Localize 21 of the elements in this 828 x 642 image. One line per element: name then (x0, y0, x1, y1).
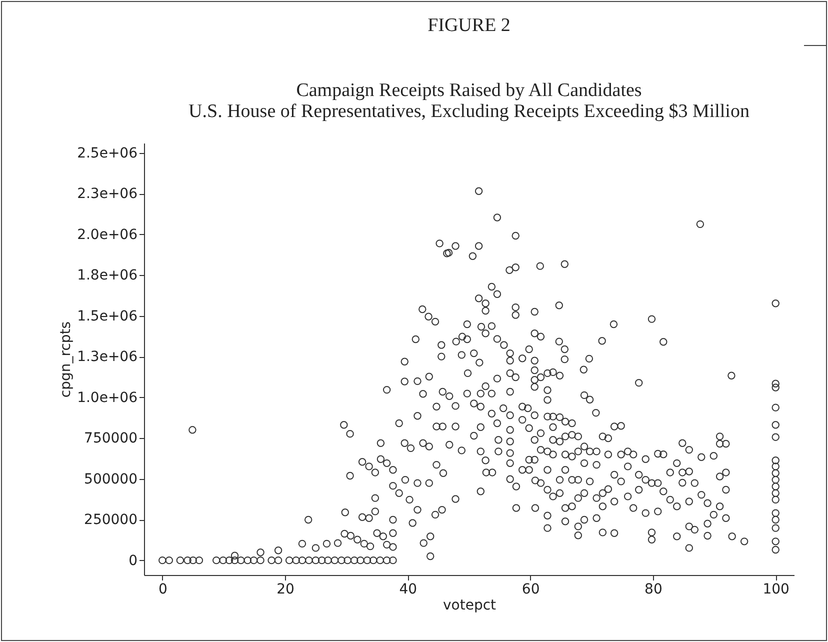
y-tick-label: 1.3e+06 (77, 349, 138, 366)
y-tick-label: 1.5e+06 (77, 308, 138, 324)
y-tick-label: 2.0e+06 (77, 226, 138, 243)
y-axis-title: cpgn_rcpts (58, 321, 74, 398)
x-tick-label: 20 (276, 582, 294, 598)
x-tick-label: 100 (762, 582, 790, 598)
x-axis-title: votepct (442, 598, 497, 614)
x-tick-label: 60 (522, 582, 540, 598)
y-tick-label: 250000 (84, 512, 138, 528)
y-tick-label: 500000 (84, 471, 138, 488)
y-tick-label: 750000 (84, 430, 138, 447)
y-tick-label: 2.5e+06 (77, 145, 138, 162)
y-tick-label: 1.8e+06 (77, 268, 138, 284)
y-tick-label: 2.3e+06 (77, 186, 138, 202)
chart-subtitle: Campaign Receipts Raised by All Candidates U.S. House of Representatives, Excluding Receipts Exceeding $3 Million (188, 80, 750, 122)
x-tick-label: 80 (644, 582, 662, 598)
y-tick-label: 0 (128, 552, 138, 569)
chart-title: FIGURE 2 (428, 15, 510, 36)
y-tick-label: 1.0e+06 (77, 390, 138, 406)
x-tick-label: 40 (399, 582, 418, 598)
x-tick-label: 0 (158, 582, 168, 598)
